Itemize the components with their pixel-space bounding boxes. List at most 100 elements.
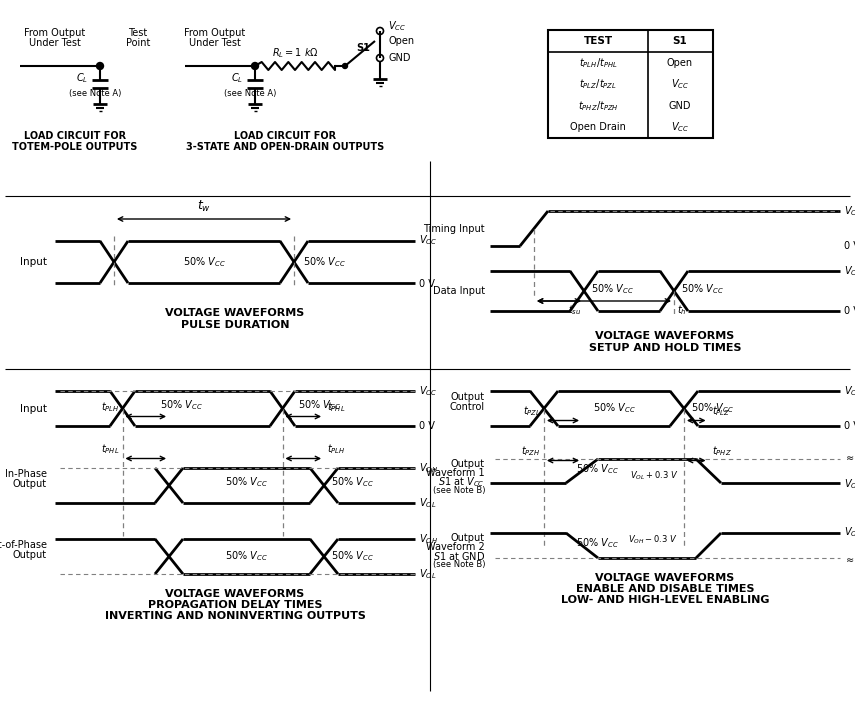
Text: LOAD CIRCUIT FOR: LOAD CIRCUIT FOR — [24, 131, 126, 141]
Text: SETUP AND HOLD TIMES: SETUP AND HOLD TIMES — [589, 343, 741, 353]
Text: 50% $V_{CC}$: 50% $V_{CC}$ — [593, 402, 635, 416]
Text: $\approx 0\ V$: $\approx 0\ V$ — [844, 553, 855, 565]
Text: 0 V: 0 V — [844, 421, 855, 431]
Text: $t_{su}$: $t_{su}$ — [568, 303, 581, 317]
Text: Out-of-Phase: Out-of-Phase — [0, 540, 47, 550]
Text: VOLTAGE WAVEFORMS: VOLTAGE WAVEFORMS — [165, 589, 304, 599]
Text: Open: Open — [667, 57, 693, 68]
Text: Waveform 2: Waveform 2 — [427, 542, 485, 552]
Text: 0 V: 0 V — [844, 241, 855, 251]
Text: LOW- AND HIGH-LEVEL ENABLING: LOW- AND HIGH-LEVEL ENABLING — [561, 595, 770, 605]
Text: (see Note A): (see Note A) — [68, 89, 121, 98]
Text: Input: Input — [20, 257, 47, 267]
Text: Timing Input: Timing Input — [423, 224, 485, 233]
Text: VOLTAGE WAVEFORMS: VOLTAGE WAVEFORMS — [595, 573, 734, 583]
Text: $V_{OH}$: $V_{OH}$ — [419, 532, 438, 546]
Text: $V_{CC}$: $V_{CC}$ — [844, 204, 855, 218]
Text: $V_{OL}$: $V_{OL}$ — [844, 477, 855, 491]
Text: 50% $V_{CC}$: 50% $V_{CC}$ — [303, 255, 345, 269]
Text: $t_{PLZ}$: $t_{PLZ}$ — [711, 404, 730, 418]
Text: Output: Output — [13, 479, 47, 489]
Text: $t_{PHL}$: $t_{PHL}$ — [101, 442, 120, 456]
Text: INVERTING AND NONINVERTING OUTPUTS: INVERTING AND NONINVERTING OUTPUTS — [104, 611, 365, 621]
Text: $S1$ at $V_{CC}$: $S1$ at $V_{CC}$ — [439, 475, 485, 489]
Text: $C_L$: $C_L$ — [76, 72, 88, 86]
Text: $t_{PHZ}$: $t_{PHZ}$ — [711, 444, 731, 458]
Text: $V_{OH} - 0.3\ V$: $V_{OH} - 0.3\ V$ — [628, 533, 678, 546]
Text: VOLTAGE WAVEFORMS: VOLTAGE WAVEFORMS — [165, 308, 304, 318]
Text: $t_{PZL}$: $t_{PZL}$ — [523, 404, 541, 418]
Text: 50% $V_{CC}$: 50% $V_{CC}$ — [160, 399, 203, 412]
Text: 50% $V_{CC}$: 50% $V_{CC}$ — [575, 536, 618, 550]
Text: 50% $V_{CC}$: 50% $V_{CC}$ — [225, 550, 268, 564]
Text: S1: S1 — [673, 36, 687, 46]
Text: S1: S1 — [356, 43, 370, 53]
Text: $V_{CC}$: $V_{CC}$ — [419, 384, 437, 398]
Text: $t_{PLH}/t_{PHL}$: $t_{PLH}/t_{PHL}$ — [579, 56, 617, 69]
Text: PULSE DURATION: PULSE DURATION — [180, 320, 289, 330]
Text: Output: Output — [451, 459, 485, 469]
Text: $V_{CC}$: $V_{CC}$ — [388, 19, 406, 33]
Text: 50% $V_{CC}$: 50% $V_{CC}$ — [591, 282, 634, 296]
Text: 0 V: 0 V — [419, 279, 435, 289]
Text: Control: Control — [450, 402, 485, 412]
Text: $V_{CC}$: $V_{CC}$ — [671, 77, 689, 91]
Text: $V_{CC}$: $V_{CC}$ — [844, 384, 855, 398]
Circle shape — [251, 62, 258, 69]
Text: $R_L = 1\ k\Omega$: $R_L = 1\ k\Omega$ — [272, 46, 318, 60]
Text: $V_{OH}$: $V_{OH}$ — [844, 525, 855, 539]
Text: $t_w$: $t_w$ — [197, 199, 211, 214]
Text: Point: Point — [126, 38, 150, 48]
Text: TOTEM-POLE OUTPUTS: TOTEM-POLE OUTPUTS — [12, 142, 138, 152]
Text: VOLTAGE WAVEFORMS: VOLTAGE WAVEFORMS — [595, 331, 734, 341]
Text: (see Note B): (see Note B) — [433, 561, 485, 569]
Text: $t_{PLH}$: $t_{PLH}$ — [327, 442, 345, 456]
Text: Output: Output — [451, 392, 485, 402]
Text: $S1$ at GND: $S1$ at GND — [433, 550, 485, 562]
Text: $t_{PZH}$: $t_{PZH}$ — [522, 444, 541, 458]
Text: Input: Input — [20, 404, 47, 414]
Text: $t_{PHZ}/t_{PZH}$: $t_{PHZ}/t_{PZH}$ — [578, 99, 618, 113]
Text: 50% $V_{CC}$: 50% $V_{CC}$ — [331, 550, 374, 564]
Text: (see Note A): (see Note A) — [224, 89, 276, 98]
Text: Under Test: Under Test — [189, 38, 241, 48]
Text: 50% $V_{CC}$: 50% $V_{CC}$ — [225, 475, 268, 489]
Text: $V_{OL}$: $V_{OL}$ — [419, 567, 436, 581]
Text: $V_{CC}$: $V_{CC}$ — [419, 233, 437, 247]
Text: (see Note B): (see Note B) — [433, 486, 485, 496]
Text: $t_{PHL}$: $t_{PHL}$ — [327, 400, 345, 414]
Text: Output: Output — [13, 550, 47, 560]
Text: $C_L$: $C_L$ — [231, 72, 243, 86]
Text: 0 V: 0 V — [844, 306, 855, 316]
Text: Waveform 1: Waveform 1 — [427, 468, 485, 478]
Text: From Output: From Output — [185, 28, 245, 38]
Text: $\approx V_{CC}$: $\approx V_{CC}$ — [844, 451, 855, 465]
Text: Test: Test — [128, 28, 148, 38]
Text: LOAD CIRCUIT FOR: LOAD CIRCUIT FOR — [234, 131, 336, 141]
Text: ENABLE AND DISABLE TIMES: ENABLE AND DISABLE TIMES — [575, 584, 754, 594]
Text: From Output: From Output — [25, 28, 86, 38]
Text: $t_{PLH}$: $t_{PLH}$ — [101, 400, 120, 414]
Text: 50% $V_{CC}$: 50% $V_{CC}$ — [681, 282, 723, 296]
Text: $V_{OL} + 0.3\ V$: $V_{OL} + 0.3\ V$ — [629, 470, 678, 482]
Text: $V_{OL}$: $V_{OL}$ — [419, 496, 436, 510]
Text: Data Input: Data Input — [433, 286, 485, 296]
Text: 0 V: 0 V — [419, 421, 435, 431]
Text: Output: Output — [451, 533, 485, 543]
Text: In-Phase: In-Phase — [5, 469, 47, 479]
Text: $t_h$: $t_h$ — [677, 303, 687, 317]
Text: $V_{CC}$: $V_{CC}$ — [844, 264, 855, 278]
Bar — [548, 30, 713, 138]
Text: $t_{PLZ}/t_{PZL}$: $t_{PLZ}/t_{PZL}$ — [579, 77, 617, 91]
Text: $V_{OH}$: $V_{OH}$ — [419, 461, 438, 475]
Text: Open Drain: Open Drain — [570, 122, 626, 132]
Text: Open: Open — [388, 36, 414, 46]
Text: 50% $V_{CC}$: 50% $V_{CC}$ — [298, 399, 341, 412]
Text: 50% $V_{CC}$: 50% $V_{CC}$ — [575, 462, 618, 476]
Text: 50% $V_{CC}$: 50% $V_{CC}$ — [331, 475, 374, 489]
Circle shape — [97, 62, 103, 69]
Text: 3-STATE AND OPEN-DRAIN OUTPUTS: 3-STATE AND OPEN-DRAIN OUTPUTS — [186, 142, 384, 152]
Text: TEST: TEST — [583, 36, 612, 46]
Circle shape — [343, 64, 347, 69]
Text: GND: GND — [669, 101, 691, 111]
